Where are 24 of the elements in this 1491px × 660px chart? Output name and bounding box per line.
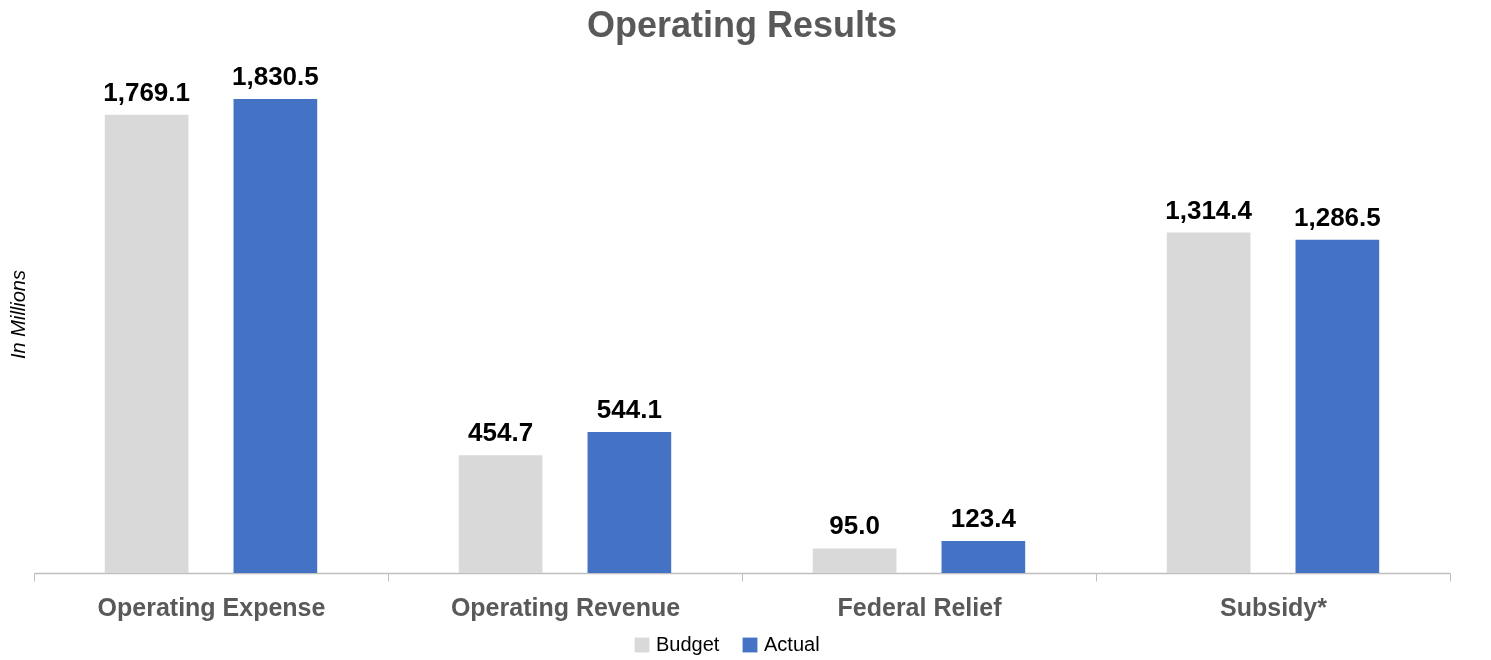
data-label: 1,769.1 [103,76,191,107]
data-label: 1,286.5 [1293,201,1381,232]
data-label: 123.4 [950,503,1017,534]
legend-label: Budget [656,633,720,655]
data-label: 454.7 [468,417,534,448]
x-tick-label: Operating Revenue [450,592,681,621]
y-axis-title: In Millions [6,270,29,359]
x-tick-label: Operating Expense [97,592,326,621]
bar [941,541,1026,573]
chart-title: Operating Results [586,4,898,45]
bar [233,98,318,573]
bar [587,432,672,573]
data-label: 95.0 [829,510,880,541]
bar [1166,232,1251,573]
data-label: 1,314.4 [1165,194,1253,225]
bar [812,548,897,573]
bar [104,114,189,573]
bar [458,455,543,573]
x-tick-label: Federal Relief [837,592,1003,621]
data-label: 544.1 [596,394,662,425]
bar [1295,239,1380,573]
data-label: 1,830.5 [231,60,319,91]
legend-label: Actual [764,633,820,655]
x-tick-label: Subsidy* [1220,592,1328,621]
